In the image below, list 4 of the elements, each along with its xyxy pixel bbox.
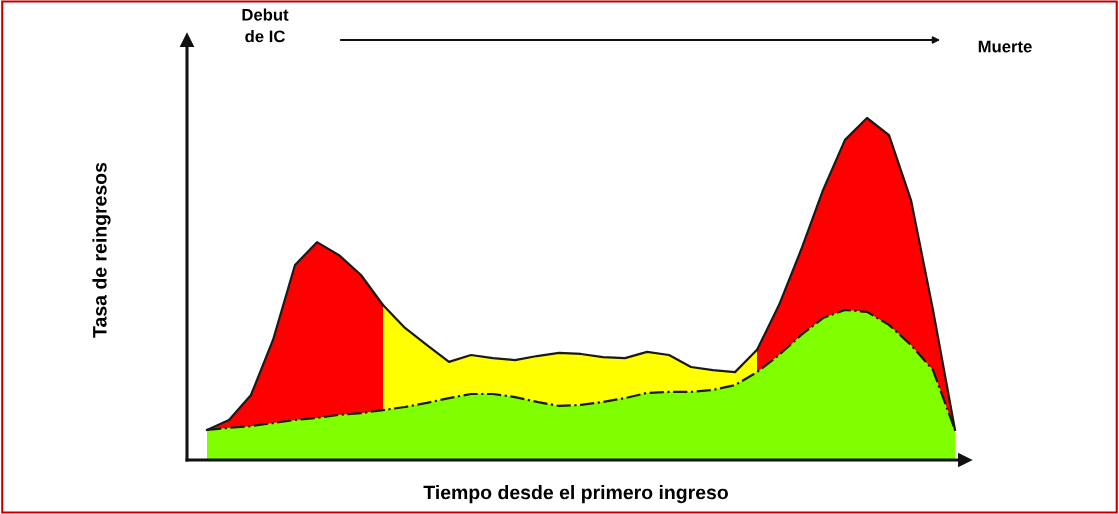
y-axis-title: Tasa de reingresos (92, 162, 111, 338)
x-axis-title: Tiempo desde el primero ingreso (423, 485, 728, 504)
text: Debut de IC (242, 8, 289, 43)
text: Muerte (978, 40, 1032, 53)
